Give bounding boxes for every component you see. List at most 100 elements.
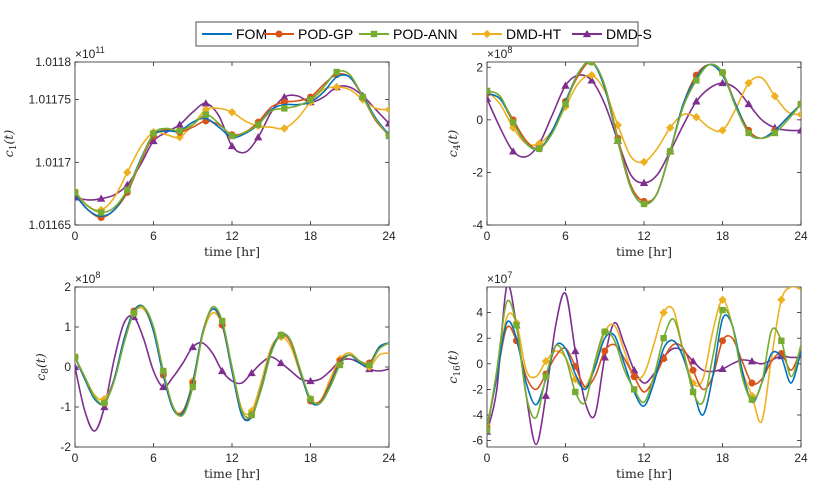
data-point-dmd-s bbox=[97, 194, 106, 202]
data-point-pod-ann bbox=[385, 132, 389, 140]
data-point-dmd-s bbox=[201, 99, 210, 107]
y-tick-label: 0 bbox=[476, 357, 483, 371]
x-tick-label: 18 bbox=[716, 451, 730, 465]
data-point-dmd-s bbox=[744, 99, 753, 108]
x-tick-label: 0 bbox=[484, 229, 491, 243]
data-point-pod-ann bbox=[748, 396, 756, 403]
x-axis-label: time [hr] bbox=[204, 244, 260, 259]
x-tick-label: 6 bbox=[150, 451, 157, 465]
data-point-dmd-ht bbox=[175, 133, 184, 142]
data-point-pod-gp bbox=[718, 337, 726, 345]
data-point-pod-ann bbox=[228, 132, 236, 140]
legend-diamond-marker bbox=[482, 29, 492, 39]
data-point-pod-ann bbox=[101, 399, 108, 407]
data-point-dmd-s bbox=[75, 362, 80, 371]
data-point-pod-ann bbox=[601, 328, 608, 335]
legend-label: FOM bbox=[236, 26, 267, 42]
data-point-pod-ann bbox=[666, 148, 674, 155]
x-tick-label: 6 bbox=[562, 229, 569, 243]
data-point-dmd-s bbox=[688, 357, 698, 365]
x-tick-label: 24 bbox=[382, 451, 396, 465]
data-point-pod-ann bbox=[588, 62, 595, 66]
data-point-pod-ann bbox=[719, 306, 726, 314]
series-line-fom bbox=[487, 314, 801, 428]
y-tick-label: -4 bbox=[472, 218, 483, 232]
data-point-pod-ann bbox=[277, 331, 285, 339]
legend-entry-pod-gp: POD-GP bbox=[264, 26, 353, 42]
data-point-dmd-ht bbox=[639, 157, 649, 167]
y-tick-label: 1.01165 bbox=[29, 218, 72, 232]
data-point-pod-ann bbox=[562, 100, 569, 108]
data-point-pod-ann bbox=[248, 411, 255, 419]
data-point-pod-ann bbox=[281, 105, 288, 112]
x-tick-label: 12 bbox=[637, 229, 651, 243]
data-point-pod-ann bbox=[614, 137, 622, 145]
x-tick-label: 12 bbox=[225, 451, 239, 465]
legend-label: DMD-S bbox=[606, 26, 652, 42]
data-point-dmd-s bbox=[188, 342, 197, 351]
data-point-dmd-ht bbox=[227, 107, 237, 117]
series-line-pod-ann bbox=[487, 299, 801, 431]
data-point-pod-ann bbox=[189, 383, 196, 391]
data-point-dmd-ht bbox=[247, 406, 256, 416]
data-point-dmd-s bbox=[718, 78, 727, 87]
data-point-pod-ann bbox=[487, 87, 491, 95]
data-point-pod-ann bbox=[630, 386, 638, 393]
y-tick-label: 1.0118 bbox=[35, 55, 71, 69]
data-point-pod-ann bbox=[745, 129, 752, 137]
data-point-pod-ann bbox=[254, 121, 262, 128]
series-line-dmd-ht bbox=[487, 287, 801, 426]
data-point-dmd-s bbox=[175, 120, 184, 128]
data-point-dmd-s bbox=[487, 94, 492, 102]
data-point-dmd-ht bbox=[796, 110, 801, 119]
data-point-pod-ann bbox=[130, 309, 138, 317]
data-point-dmd-s bbox=[509, 147, 518, 155]
data-point-dmd-s bbox=[587, 76, 596, 84]
x-tick-label: 12 bbox=[225, 229, 239, 243]
data-point-dmd-s bbox=[541, 391, 551, 399]
data-point-dmd-s bbox=[639, 178, 649, 187]
data-point-pod-ann bbox=[660, 335, 667, 342]
data-point-dmd-s bbox=[384, 119, 389, 127]
x-tick-label: 0 bbox=[72, 229, 79, 243]
y-axis-label: c8(t) bbox=[33, 353, 51, 381]
data-point-dmd-s bbox=[561, 81, 570, 89]
x-tick-label: 0 bbox=[72, 451, 79, 465]
x-axis-label: time [hr] bbox=[616, 244, 672, 259]
data-point-pod-ann bbox=[513, 322, 520, 329]
data-point-pod-ann bbox=[336, 361, 344, 369]
data-point-dmd-ht bbox=[718, 295, 727, 304]
data-point-pod-gp bbox=[748, 379, 756, 387]
x-tick-label: 0 bbox=[484, 451, 491, 465]
legend-entry-dmd-ht: DMD-HT bbox=[472, 26, 562, 42]
axes-frame bbox=[486, 286, 802, 448]
data-point-dmd-ht bbox=[280, 124, 289, 133]
legend-label: POD-ANN bbox=[393, 26, 458, 42]
series-line-dmd-s bbox=[487, 74, 801, 184]
data-point-dmd-s bbox=[747, 357, 757, 365]
data-point-pod-ann bbox=[333, 68, 340, 76]
sci-multiplier: ×108 bbox=[487, 45, 512, 61]
series-group bbox=[75, 304, 389, 432]
data-point-pod-ann bbox=[307, 96, 314, 103]
data-point-pod-ann bbox=[693, 77, 700, 84]
data-point-dmd-s bbox=[254, 133, 263, 141]
legend-entry-dmd-s: DMD-S bbox=[572, 26, 652, 42]
data-point-dmd-s bbox=[306, 376, 315, 385]
data-point-dmd-ht bbox=[332, 82, 341, 92]
data-point-dmd-ht bbox=[770, 92, 779, 101]
series-line-fom bbox=[75, 304, 389, 422]
y-tick-label: 2 bbox=[64, 280, 71, 294]
y-tick-label: -1 bbox=[60, 400, 71, 414]
y-tick-label: 1 bbox=[64, 320, 71, 334]
data-point-dmd-s bbox=[227, 141, 237, 150]
data-point-pod-ann bbox=[536, 145, 543, 152]
series-group bbox=[487, 62, 801, 208]
data-point-dmd-s bbox=[280, 92, 289, 101]
series-group bbox=[487, 287, 801, 446]
y-tick-label: -2 bbox=[472, 165, 483, 179]
data-point-pod-gp bbox=[601, 347, 609, 355]
data-point-dmd-ht bbox=[692, 113, 701, 122]
data-point-pod-ann bbox=[689, 388, 697, 396]
data-point-dmd-ht bbox=[100, 394, 109, 404]
